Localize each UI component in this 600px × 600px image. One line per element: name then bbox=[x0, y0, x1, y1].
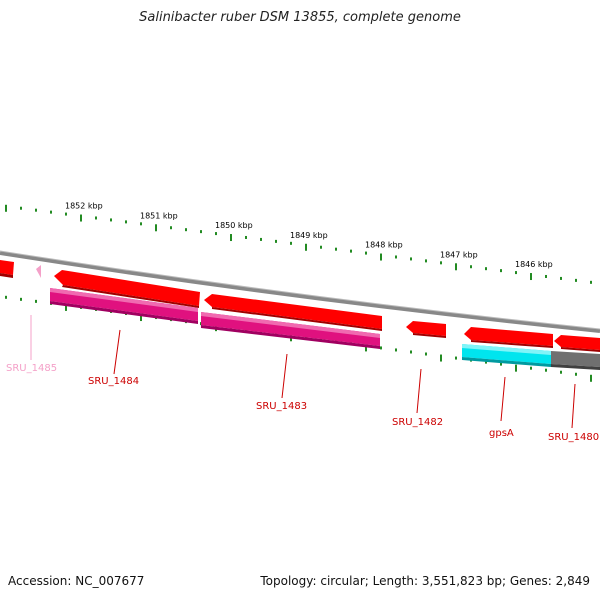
scale-minor-tick bbox=[455, 356, 457, 360]
scale-minor-tick bbox=[35, 299, 37, 303]
scale-minor-tick bbox=[485, 360, 487, 364]
scale-minor-tick bbox=[485, 267, 487, 271]
scale-minor-tick bbox=[350, 249, 352, 253]
scale-minor-tick bbox=[410, 350, 412, 354]
scale-minor-tick bbox=[395, 348, 397, 352]
scale-tick-label: 1851 kbp bbox=[140, 211, 178, 220]
scale-minor-tick bbox=[590, 280, 592, 284]
scale-minor-tick bbox=[575, 278, 577, 282]
scale-major-tick bbox=[590, 374, 592, 382]
scale-major-tick bbox=[65, 303, 67, 311]
gene-block-sru1483[interactable] bbox=[201, 312, 380, 349]
scale-minor-tick bbox=[500, 362, 502, 366]
scale-major-tick bbox=[365, 344, 367, 352]
gene-label-gpsa[interactable]: gpsA bbox=[489, 428, 514, 439]
scale-minor-tick bbox=[425, 352, 427, 356]
genome-title: Salinibacter ruber DSM 13855, complete g… bbox=[139, 10, 461, 25]
gene-label-sru1484[interactable]: SRU_1484 bbox=[88, 376, 139, 387]
scale-major-tick bbox=[380, 253, 382, 261]
scale-minor-tick bbox=[395, 255, 397, 259]
gene-label-sru1482[interactable]: SRU_1482 bbox=[392, 417, 443, 428]
genome-backbone bbox=[0, 251, 600, 333]
gene-feature-sru1482-arrow[interactable] bbox=[406, 321, 446, 338]
scale-minor-tick bbox=[335, 247, 337, 251]
label-line-sru1480 bbox=[571, 383, 576, 429]
gene-block-sru1484[interactable] bbox=[50, 288, 198, 324]
scale-major-tick bbox=[440, 354, 442, 362]
gene-feature-sru1483-arrow[interactable] bbox=[204, 294, 382, 331]
gene-feature-sru1480-arrow[interactable] bbox=[554, 335, 600, 352]
scale-major-tick bbox=[5, 204, 7, 212]
scale-major-tick bbox=[140, 314, 142, 322]
gene-label-sru1483[interactable]: SRU_1483 bbox=[256, 401, 307, 412]
scale-tick-label: 1852 kbp bbox=[65, 202, 103, 211]
scale-minor-tick bbox=[425, 259, 427, 263]
scale-minor-tick bbox=[500, 269, 502, 273]
scale-major-tick bbox=[80, 214, 82, 222]
scale-minor-tick bbox=[515, 271, 517, 275]
scale-minor-tick bbox=[35, 208, 37, 212]
scale-minor-tick bbox=[290, 241, 292, 245]
accession-text: Accession: NC_007677 bbox=[8, 574, 145, 588]
gene-label-sru1485[interactable]: SRU_1485 bbox=[6, 363, 57, 374]
scale-minor-tick bbox=[530, 366, 532, 370]
genome-summary-text: Topology: circular; Length: 3,551,823 bp… bbox=[260, 574, 590, 588]
label-line-gpsa bbox=[500, 376, 506, 422]
gene-block-rna[interactable] bbox=[462, 344, 551, 367]
scale-minor-tick bbox=[545, 274, 547, 278]
scale-major-tick bbox=[515, 364, 517, 372]
scale-minor-tick bbox=[470, 265, 472, 269]
scale-tick-label: 1850 kbp bbox=[215, 221, 253, 230]
scale-minor-tick bbox=[245, 235, 247, 239]
gene-block-pseudo[interactable] bbox=[551, 351, 600, 370]
label-line-sru1484 bbox=[113, 329, 121, 375]
label-line-sru1483 bbox=[281, 353, 288, 399]
scale-minor-tick bbox=[275, 239, 277, 243]
gene-feature-sru1485-partial[interactable] bbox=[0, 260, 14, 278]
gene-feature-gpsa-arrow[interactable] bbox=[464, 327, 553, 348]
scale-minor-tick bbox=[5, 295, 7, 299]
scale-major-tick bbox=[530, 273, 532, 281]
scale-tick-label: 1847 kbp bbox=[440, 250, 478, 259]
gene-feature-sru1484-arrow[interactable] bbox=[54, 270, 200, 308]
scale-minor-tick bbox=[410, 257, 412, 261]
scale-minor-tick bbox=[200, 230, 202, 234]
tick-labels: 1852 kbp 1851 kbp 1850 kbp 1849 kbp 1848 kbp… bbox=[65, 202, 553, 270]
scale-tick-label: 1848 kbp bbox=[365, 241, 403, 250]
scale-major-tick bbox=[155, 224, 157, 232]
scale-minor-tick bbox=[65, 212, 67, 216]
scale-major-tick bbox=[305, 243, 307, 251]
scale-minor-tick bbox=[440, 261, 442, 265]
scale-minor-tick bbox=[140, 222, 142, 226]
genome-backbone-highlight bbox=[0, 250, 600, 330]
scale-minor-tick bbox=[170, 226, 172, 230]
scale-minor-tick bbox=[50, 210, 52, 214]
scale-minor-tick bbox=[185, 228, 187, 232]
scale-minor-tick bbox=[110, 218, 112, 222]
scale-minor-tick bbox=[575, 372, 577, 376]
scale-major-tick bbox=[455, 263, 457, 271]
scale-minor-tick bbox=[125, 220, 127, 224]
scale-minor-tick bbox=[260, 237, 262, 241]
label-line-sru1482 bbox=[416, 368, 422, 414]
scale-minor-tick bbox=[560, 276, 562, 280]
scale-minor-tick bbox=[20, 206, 22, 210]
scale-minor-tick bbox=[365, 251, 367, 255]
scale-major-tick bbox=[230, 234, 232, 242]
scale-minor-tick bbox=[560, 370, 562, 374]
scale-minor-tick bbox=[320, 245, 322, 249]
tick-track-outer bbox=[5, 204, 592, 284]
scale-minor-tick bbox=[545, 368, 547, 372]
gene-label-sru1480[interactable]: SRU_1480 bbox=[548, 432, 599, 443]
scale-minor-tick bbox=[215, 232, 217, 236]
scale-minor-tick bbox=[380, 346, 382, 350]
scale-minor-tick bbox=[20, 297, 22, 301]
scale-tick-label: 1849 kbp bbox=[290, 231, 328, 240]
scale-minor-tick bbox=[95, 216, 97, 220]
scale-tick-label: 1846 kbp bbox=[515, 260, 553, 269]
gene-feature-sru1485[interactable] bbox=[36, 265, 41, 278]
